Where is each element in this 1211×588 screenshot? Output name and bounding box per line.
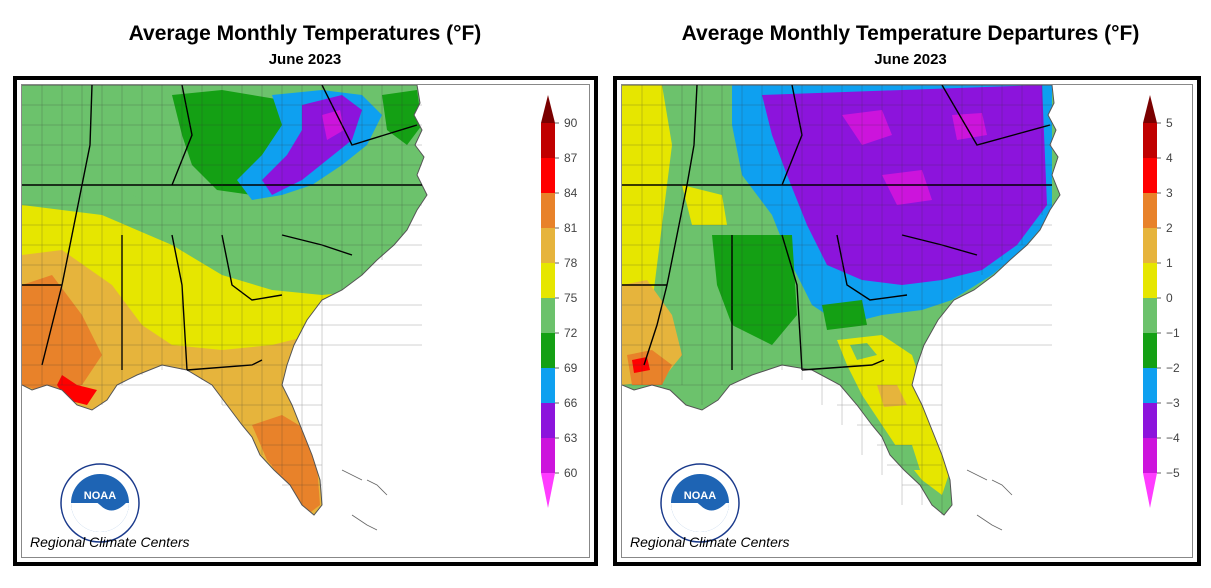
left-colorbar-top-arrow [541, 95, 555, 123]
right-colorbar-segment [1143, 263, 1157, 298]
right-colorbar-segment [1143, 403, 1157, 438]
left-colorbar: 90 87 84 81 78 75 72 69 66 63 60 [541, 95, 578, 508]
right-map-frame: 5 4 3 2 1 0 −1 −2 −3 −4 −5 NOAA Regional Climate C… [613, 76, 1201, 566]
right-departure-map [622, 85, 1061, 531]
left-colorbar-segment [541, 228, 555, 263]
right-panel: Average Monthly Temperature Departures (… [610, 0, 1211, 588]
left-map-frame: 90 87 84 81 78 75 72 69 66 63 60 NOAA Regional Cli… [13, 76, 598, 566]
left-credit: Regional Climate Centers [30, 534, 190, 550]
right-colorbar-label: −3 [1166, 396, 1180, 410]
right-colorbar-segment [1143, 368, 1157, 403]
left-panel-subtitle: June 2023 [268, 51, 342, 68]
right-panel-title: Average Monthly Temperature Departures (… [681, 22, 1140, 45]
left-colorbar-label: 75 [564, 291, 578, 305]
left-panel: Average Monthly Temperatures (°F) June 2… [13, 22, 598, 566]
left-colorbar-label: 84 [564, 186, 578, 200]
noaa-logo-text: NOAA [684, 490, 716, 502]
right-credit: Regional Climate Centers [630, 534, 790, 550]
left-colorbar-segment [541, 298, 555, 333]
right-colorbar-segment [1143, 438, 1157, 473]
left-colorbar-label: 90 [564, 116, 578, 130]
right-colorbar-segment [1143, 123, 1157, 158]
left-colorbar-segment [541, 403, 555, 438]
right-colorbar-label: −2 [1166, 361, 1180, 375]
right-colorbar-label: 2 [1166, 221, 1173, 235]
left-colorbar-segment [541, 438, 555, 473]
right-colorbar: 5 4 3 2 1 0 −1 −2 −3 −4 −5 [1143, 95, 1180, 508]
left-colorbar-segment [541, 123, 555, 158]
right-colorbar-segment [1143, 333, 1157, 368]
left-colorbar-label: 66 [564, 396, 578, 410]
left-colorbar-segment [541, 368, 555, 403]
left-colorbar-segment [541, 263, 555, 298]
noaa-logo: NOAA [660, 463, 740, 543]
left-colorbar-label: 87 [564, 151, 578, 165]
right-colorbar-label: 4 [1166, 151, 1173, 165]
left-colorbar-segment [541, 333, 555, 368]
left-temperature-map [22, 85, 428, 531]
noaa-logo-text: NOAA [84, 490, 116, 502]
left-colorbar-label: 63 [564, 431, 578, 445]
right-colorbar-label: 0 [1166, 291, 1173, 305]
right-colorbar-label: 5 [1166, 116, 1173, 130]
left-colorbar-segment [541, 193, 555, 228]
right-colorbar-label: −1 [1166, 326, 1180, 340]
right-colorbar-label: −4 [1166, 431, 1180, 445]
right-colorbar-segment [1143, 228, 1157, 263]
right-map-area: 5 4 3 2 1 0 −1 −2 −3 −4 −5 NOAA Regional Climate C… [621, 84, 1193, 558]
left-colorbar-label: 81 [564, 221, 578, 235]
right-colorbar-label: 1 [1166, 256, 1173, 270]
left-map-area: 90 87 84 81 78 75 72 69 66 63 60 NOAA Regional Cli… [21, 84, 590, 558]
right-colorbar-top-arrow [1143, 95, 1157, 123]
right-colorbar-segment [1143, 158, 1157, 193]
right-colorbar-segment [1143, 298, 1157, 333]
right-colorbar-label: −5 [1166, 466, 1180, 480]
left-colorbar-label: 78 [564, 256, 578, 270]
left-colorbar-label: 60 [564, 466, 578, 480]
left-colorbar-bottom-arrow [541, 473, 555, 508]
right-colorbar-bottom-arrow [1143, 473, 1157, 508]
noaa-logo: NOAA [60, 463, 140, 543]
left-colorbar-segment [541, 158, 555, 193]
left-colorbar-label: 69 [564, 361, 578, 375]
right-colorbar-segment [1143, 193, 1157, 228]
right-colorbar-label: 3 [1166, 186, 1173, 200]
right-panel-subtitle: June 2023 [874, 51, 947, 68]
left-colorbar-label: 72 [564, 326, 578, 340]
left-panel-title: Average Monthly Temperatures (°F) [128, 22, 482, 45]
